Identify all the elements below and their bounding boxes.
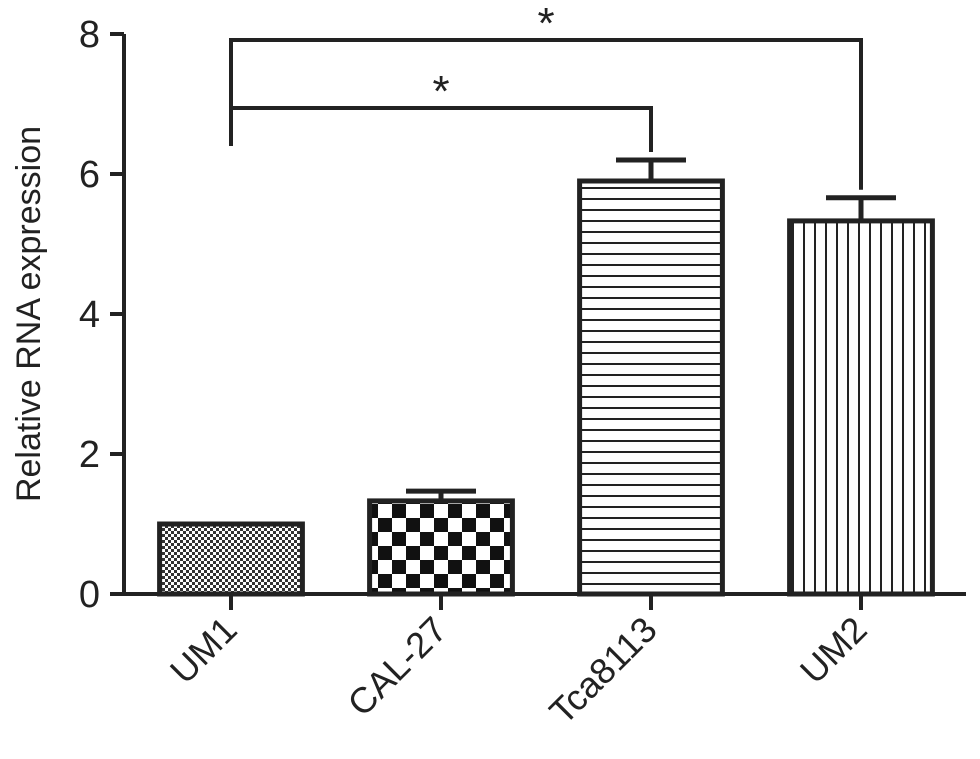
y-tick-label: 4 xyxy=(79,294,100,336)
bar xyxy=(157,521,305,597)
bar xyxy=(367,498,515,597)
y-tick-label: 0 xyxy=(79,574,100,616)
y-tick-label: 2 xyxy=(79,434,100,476)
bar xyxy=(577,178,725,597)
x-tick-label: UM2 xyxy=(792,609,875,692)
significance-label: * xyxy=(432,67,449,116)
y-tick-label: 6 xyxy=(79,154,100,196)
bar xyxy=(787,218,935,597)
significance-label: * xyxy=(537,0,554,48)
y-tick-label: 8 xyxy=(79,14,100,56)
x-tick-label: UM1 xyxy=(162,609,245,692)
x-tick-label: Tca8113 xyxy=(541,609,664,732)
x-tick-label: CAL-27 xyxy=(339,609,454,724)
significance-bracket xyxy=(229,38,863,190)
y-axis-label: Relative RNA expression xyxy=(10,126,48,502)
